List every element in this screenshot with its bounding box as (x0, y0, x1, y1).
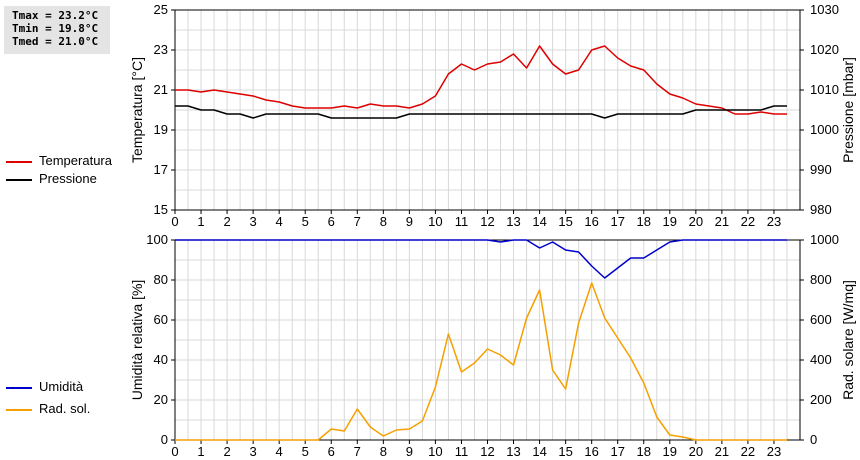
legend-swatch-umidita (6, 387, 32, 389)
series-line-temperatura (175, 45, 787, 115)
x-tick-label: 19 (663, 214, 677, 229)
x-tick-label: 19 (663, 444, 677, 459)
x-tick-label: 14 (532, 214, 546, 229)
y-axis-label: Temperatura [°C] (129, 57, 145, 163)
x-tick-label: 2 (223, 444, 230, 459)
y-tick-label: 19 (154, 122, 168, 137)
x-tick-label: 1 (197, 214, 204, 229)
x-tick-label: 12 (480, 214, 494, 229)
x-tick-label: 10 (428, 214, 442, 229)
y-tick-label: 60 (154, 312, 168, 327)
y-tick-label: 20 (154, 392, 168, 407)
x-tick-label: 22 (741, 444, 755, 459)
y-tick-label: 100 (146, 232, 168, 247)
stat-tmax: Tmax = 23.2°C (12, 9, 99, 22)
x-tick-label: 9 (406, 444, 413, 459)
x-tick-label: 12 (480, 444, 494, 459)
x-tick-label: 16 (584, 214, 598, 229)
y2-tick-label: 0 (810, 432, 817, 447)
x-tick-label: 18 (637, 214, 651, 229)
x-tick-label: 20 (689, 214, 703, 229)
y-tick-label: 15 (154, 202, 168, 217)
y2-tick-label: 600 (810, 312, 832, 327)
y2-axis-label: Pressione [mbar] (840, 57, 856, 163)
y-axis-label: Umidità relativa [%] (129, 280, 145, 401)
stat-tmin: Tmin = 19.8°C (12, 22, 99, 35)
y2-tick-label: 400 (810, 352, 832, 367)
x-tick-label: 20 (689, 444, 703, 459)
x-tick-label: 1 (197, 444, 204, 459)
y2-tick-label: 1020 (810, 42, 839, 57)
x-tick-label: 15 (558, 444, 572, 459)
y2-tick-label: 1000 (810, 122, 839, 137)
x-tick-label: 10 (428, 444, 442, 459)
x-tick-label: 22 (741, 214, 755, 229)
x-tick-label: 17 (610, 214, 624, 229)
y-tick-label: 0 (161, 432, 168, 447)
x-tick-label: 3 (250, 214, 257, 229)
series-line-rad-sol (175, 282, 787, 441)
y-tick-label: 23 (154, 42, 168, 57)
x-tick-label: 14 (532, 444, 546, 459)
x-tick-label: 7 (354, 444, 361, 459)
x-tick-label: 11 (455, 444, 469, 459)
x-tick-label: 8 (380, 444, 387, 459)
legend-swatch-rad-sol (6, 409, 32, 411)
x-tick-label: 8 (380, 214, 387, 229)
x-tick-label: 23 (767, 444, 781, 459)
x-tick-label: 6 (328, 214, 335, 229)
y-tick-label: 17 (154, 162, 168, 177)
x-tick-label: 21 (715, 444, 729, 459)
y2-tick-label: 1030 (810, 2, 839, 17)
y2-tick-label: 200 (810, 392, 832, 407)
y2-tick-label: 1010 (810, 82, 839, 97)
stat-tmed: Tmed = 21.0°C (12, 35, 99, 48)
legend-label-rad-sol: Rad. sol. (39, 401, 91, 416)
y-tick-label: 25 (154, 2, 168, 17)
x-tick-label: 16 (584, 444, 598, 459)
y2-tick-label: 990 (810, 162, 832, 177)
x-tick-label: 0 (171, 444, 178, 459)
series-line-pressione (175, 105, 787, 119)
legend-label-umidita: Umidità (39, 379, 84, 394)
x-tick-label: 13 (506, 214, 520, 229)
legend-swatch-temperatura (6, 161, 32, 163)
x-tick-label: 4 (276, 444, 283, 459)
x-tick-label: 13 (506, 444, 520, 459)
legend-label-temperatura: Temperatura (39, 153, 112, 168)
x-tick-label: 3 (250, 444, 257, 459)
x-tick-label: 9 (406, 214, 413, 229)
x-tick-label: 23 (767, 214, 781, 229)
y2-tick-label: 980 (810, 202, 832, 217)
x-tick-label: 21 (715, 214, 729, 229)
x-tick-label: 5 (302, 214, 309, 229)
x-tick-label: 15 (558, 214, 572, 229)
x-tick-label: 7 (354, 214, 361, 229)
x-tick-label: 2 (223, 214, 230, 229)
y-tick-label: 80 (154, 272, 168, 287)
x-tick-label: 18 (637, 444, 651, 459)
y2-axis-label: Rad. solare [W/mq] (840, 280, 856, 400)
x-tick-label: 5 (302, 444, 309, 459)
x-tick-label: 11 (455, 214, 469, 229)
y-tick-label: 21 (154, 82, 168, 97)
y2-tick-label: 1000 (810, 232, 839, 247)
legend-swatch-pressione (6, 179, 32, 181)
stats-box: Tmax = 23.2°C Tmin = 19.8°C Tmed = 21.0°… (4, 6, 110, 54)
legend-label-pressione: Pressione (39, 171, 97, 186)
y-tick-label: 40 (154, 352, 168, 367)
x-tick-label: 4 (276, 214, 283, 229)
x-tick-label: 17 (610, 444, 624, 459)
x-tick-label: 6 (328, 444, 335, 459)
x-tick-label: 0 (171, 214, 178, 229)
series-line-umidit (175, 239, 787, 279)
y2-tick-label: 800 (810, 272, 832, 287)
